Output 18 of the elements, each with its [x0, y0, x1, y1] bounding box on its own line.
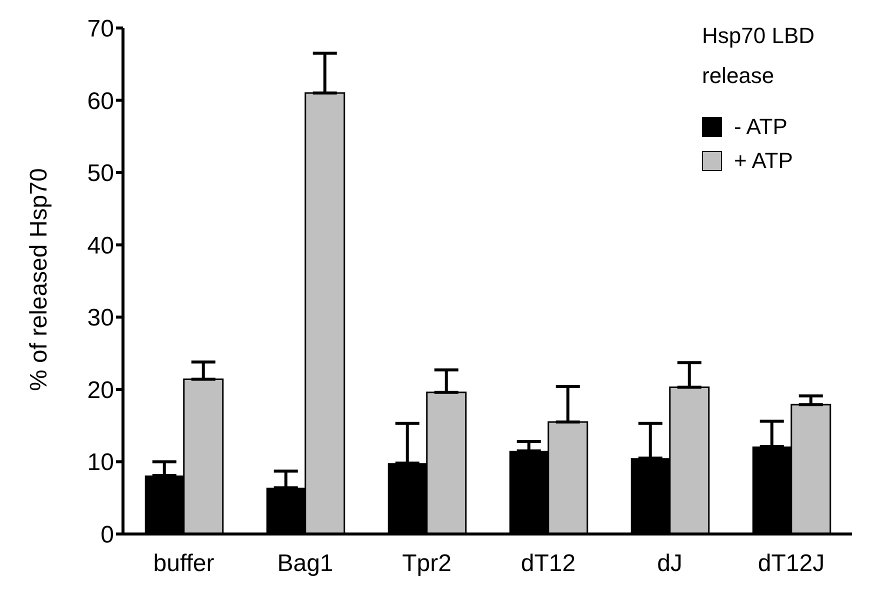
y-tick-label: 70 [87, 16, 114, 43]
y-tick-label: 10 [87, 449, 114, 476]
x-tick-label: Tpr2 [402, 550, 452, 578]
y-tick-label: 60 [87, 88, 114, 115]
y-tick-label: 0 [100, 522, 114, 549]
y-tick-label: 20 [87, 376, 114, 404]
y-tick-label: 50 [87, 160, 114, 188]
x-tick-label: dT12 [520, 550, 576, 578]
x-tick-label: dT12J [758, 550, 825, 578]
x-tick-label: dJ [657, 550, 682, 578]
y-tick-label: 40 [87, 232, 114, 260]
x-tick-label: Bag1 [277, 550, 334, 578]
x-tick-label: buffer [153, 550, 214, 578]
legend-title: Hsp70 LBD release [702, 22, 816, 90]
legend-label: + ATP [734, 147, 793, 175]
legend-label: - ATP [734, 113, 788, 141]
y-axis-title: % of released Hsp70 [26, 168, 53, 391]
y-tick-label: 30 [87, 304, 114, 332]
